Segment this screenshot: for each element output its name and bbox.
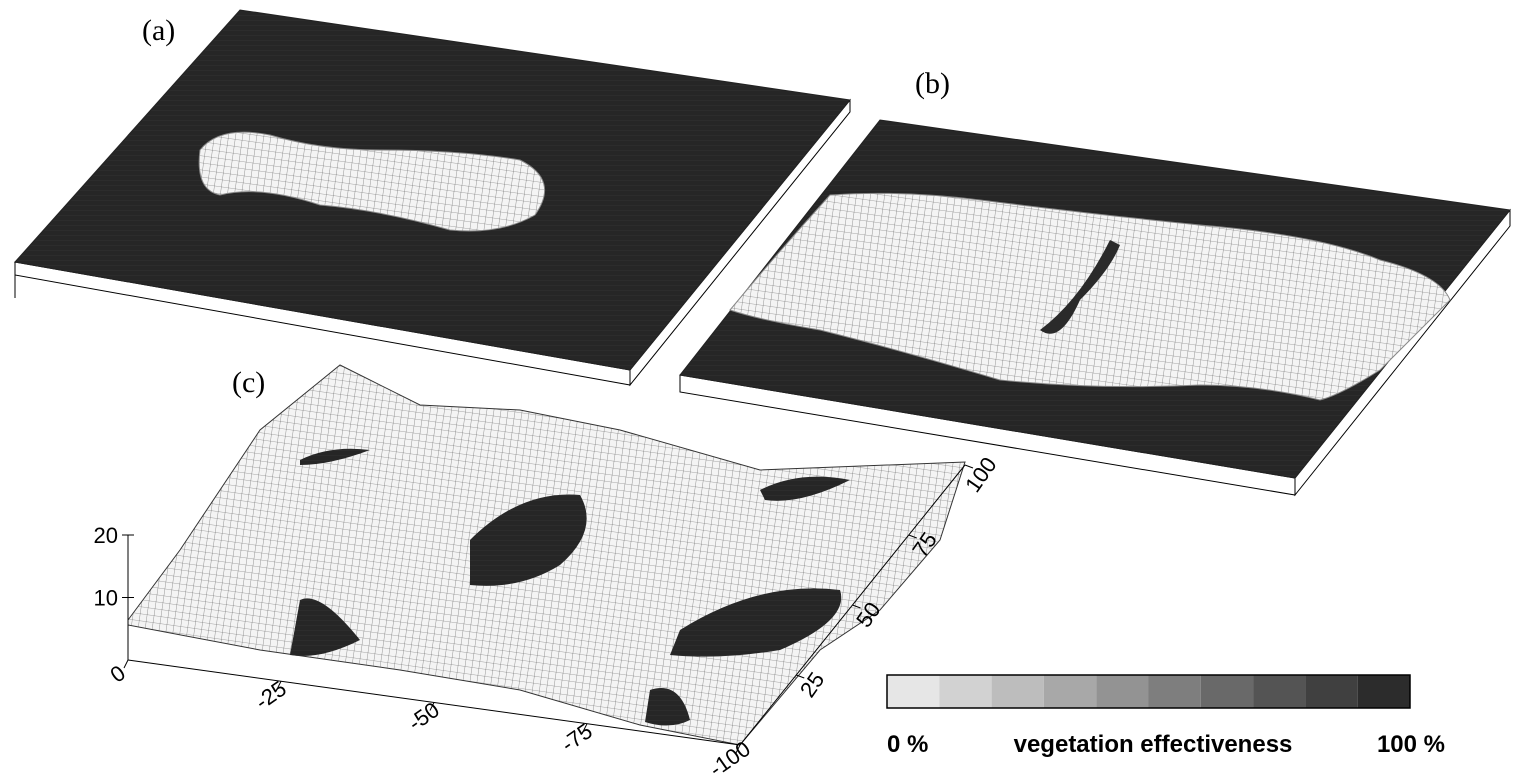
z-tick-label: 10 — [94, 586, 118, 611]
panel-c-surface — [128, 365, 965, 745]
panel-label: (c) — [232, 366, 265, 399]
colorbar-step — [1201, 675, 1253, 708]
colorbar-step — [1149, 675, 1201, 708]
colorbar-step — [939, 675, 991, 708]
colorbar-step — [1305, 675, 1357, 708]
colorbar-step — [1096, 675, 1148, 708]
z-tick-label: 20 — [94, 523, 118, 548]
panel-label: (b) — [915, 67, 950, 100]
panel-b-surface — [680, 120, 1510, 495]
figure: (a)(b)(c)10200-25-50-75-1002550751000 %v… — [0, 0, 1519, 774]
colorbar-step — [1044, 675, 1096, 708]
colorbar-max-label: 100 % — [1377, 731, 1445, 758]
colorbar-step — [1358, 675, 1410, 708]
colorbar-title: vegetation effectiveness — [1014, 731, 1293, 758]
panel-label: (a) — [142, 14, 175, 47]
colorbar-min-label: 0 % — [887, 731, 928, 758]
colorbar-step — [992, 675, 1044, 708]
colorbar-step — [1253, 675, 1305, 708]
y-tick-label: 100 — [960, 452, 1002, 496]
colorbar-step — [887, 675, 939, 708]
x-tick — [124, 660, 128, 668]
